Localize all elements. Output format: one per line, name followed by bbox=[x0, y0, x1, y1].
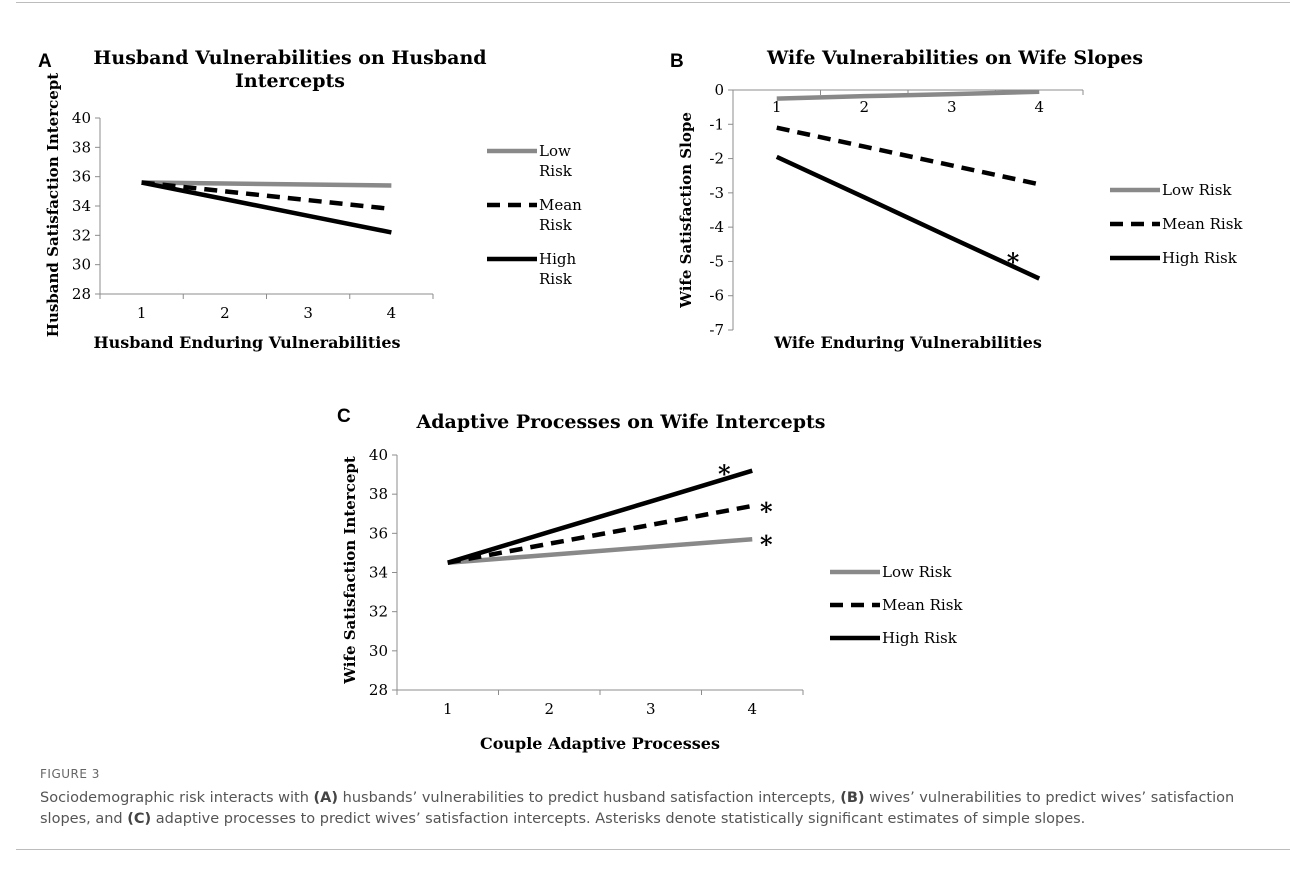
panel-b-chart: B Wife Vulnerabilities on Wife Slopes Wi… bbox=[670, 47, 1243, 352]
y-tick-label: 36 bbox=[72, 168, 91, 186]
panel-c-y-axis-label: Wife Satisfaction Intercept bbox=[341, 456, 359, 685]
y-tick-label: 34 bbox=[72, 197, 91, 215]
panel-a-series bbox=[141, 180, 392, 235]
panel-letter-b: B bbox=[670, 51, 684, 72]
series-line-high-risk bbox=[141, 180, 392, 235]
legend-label: Mean Risk bbox=[882, 596, 963, 614]
figure-caption: Sociodemographic risk interacts with (A)… bbox=[40, 788, 1270, 830]
significance-asterisk: * bbox=[718, 460, 731, 489]
x-tick-label: 1 bbox=[443, 700, 453, 718]
y-tick-label: -3 bbox=[709, 184, 724, 202]
y-tick-label: 38 bbox=[369, 485, 388, 503]
significance-asterisk: * bbox=[1007, 247, 1020, 276]
y-tick-label: -6 bbox=[709, 287, 724, 305]
series-line-mean-risk bbox=[447, 503, 753, 565]
series-line-low-risk bbox=[447, 536, 753, 565]
x-tick-label: 3 bbox=[303, 304, 313, 322]
y-tick-label: -7 bbox=[709, 321, 724, 339]
y-tick-label: 38 bbox=[72, 138, 91, 156]
y-tick-label: 36 bbox=[369, 524, 388, 542]
panel-b-x-axis-label: Wife Enduring Vulnerabilities bbox=[773, 333, 1042, 352]
x-tick-label: 3 bbox=[646, 700, 656, 718]
y-tick-label: 34 bbox=[369, 564, 388, 582]
x-tick-label: 4 bbox=[387, 304, 397, 322]
top-border bbox=[16, 2, 1290, 3]
series-line-mean-risk bbox=[776, 125, 1040, 187]
x-tick-label: 2 bbox=[859, 98, 869, 116]
panel-c-series: * * * bbox=[447, 460, 773, 565]
panel-a-x-axis-label: Husband Enduring Vulnerabilities bbox=[93, 333, 400, 352]
caption-text-3: wives’ vulnerabilities to predict wives’… bbox=[40, 790, 1235, 827]
panel-b-series: * bbox=[775, 89, 1041, 281]
y-tick-label: 30 bbox=[369, 642, 388, 660]
figure-label: FIGURE 3 bbox=[40, 767, 100, 781]
legend-label: Risk bbox=[539, 162, 573, 180]
caption-ref-b: (B) bbox=[840, 790, 865, 806]
caption-text-1: Sociodemographic risk interacts with bbox=[40, 790, 314, 806]
y-tick-label: 28 bbox=[369, 681, 388, 699]
x-tick-label: 4 bbox=[747, 700, 757, 718]
caption-text-2: husbands’ vulnerabilities to predict hus… bbox=[338, 790, 841, 806]
panel-b-y-axis-label: Wife Satisfaction Slope bbox=[677, 112, 695, 309]
y-tick-label: 40 bbox=[72, 109, 91, 127]
x-tick-label: 2 bbox=[544, 700, 554, 718]
legend-label: High Risk bbox=[1162, 249, 1238, 267]
legend-label: Low bbox=[539, 142, 571, 160]
panel-b-legend: Low Risk Mean Risk High Risk bbox=[1110, 181, 1243, 267]
legend-label: Low Risk bbox=[1162, 181, 1232, 199]
legend-label: Risk bbox=[539, 216, 573, 234]
caption-ref-c: (C) bbox=[127, 811, 152, 827]
legend-label: Mean Risk bbox=[1162, 215, 1243, 233]
y-tick-label: 32 bbox=[72, 226, 91, 244]
panel-c-x-axis-label: Couple Adaptive Processes bbox=[480, 734, 720, 753]
panel-c-chart: C Adaptive Processes on Wife Intercepts … bbox=[337, 406, 963, 753]
series-line-low-risk bbox=[141, 180, 392, 188]
panel-a-legend: Low Risk Mean Risk High Risk bbox=[487, 142, 582, 288]
significance-asterisk: * bbox=[760, 497, 773, 526]
x-tick-label: 2 bbox=[220, 304, 230, 322]
panel-a-y-axis-label: Husband Satisfaction Intercept bbox=[44, 73, 62, 337]
bottom-border bbox=[16, 849, 1290, 850]
legend-label: Low Risk bbox=[882, 563, 952, 581]
x-tick-label: 3 bbox=[947, 98, 957, 116]
y-tick-label: 28 bbox=[72, 285, 91, 303]
legend-label: Risk bbox=[539, 270, 573, 288]
x-tick-label: 4 bbox=[1034, 98, 1044, 116]
panel-a-title-line-2: Intercepts bbox=[235, 70, 345, 92]
y-tick-label: 40 bbox=[369, 446, 388, 464]
figure-canvas: A Husband Vulnerabilities on Husband Int… bbox=[38, 47, 1243, 753]
panel-a-chart: A Husband Vulnerabilities on Husband Int… bbox=[38, 47, 582, 352]
y-tick-label: 0 bbox=[714, 81, 724, 99]
series-line-high-risk bbox=[775, 154, 1041, 281]
y-tick-label: -2 bbox=[709, 150, 724, 168]
y-tick-label: -4 bbox=[709, 218, 724, 236]
y-tick-label: 30 bbox=[72, 256, 91, 274]
series-line-high-risk bbox=[447, 468, 753, 565]
panel-a-title-line-1: Husband Vulnerabilities on Husband bbox=[93, 47, 486, 69]
significance-asterisk: * bbox=[760, 530, 773, 559]
series-line-low-risk bbox=[776, 89, 1040, 101]
y-tick-label: -5 bbox=[709, 252, 724, 270]
panel-c-legend: Low Risk Mean Risk High Risk bbox=[830, 563, 963, 647]
x-tick-label: 1 bbox=[772, 98, 782, 116]
panel-b-title: Wife Vulnerabilities on Wife Slopes bbox=[766, 47, 1143, 69]
legend-label: High bbox=[539, 250, 576, 268]
x-tick-label: 1 bbox=[137, 304, 147, 322]
caption-text-4: adaptive processes to predict wives’ sat… bbox=[151, 811, 1086, 827]
legend-label: High Risk bbox=[882, 629, 958, 647]
legend-label: Mean bbox=[539, 196, 582, 214]
panel-c-title: Adaptive Processes on Wife Intercepts bbox=[416, 411, 826, 433]
panel-letter-a: A bbox=[38, 51, 52, 72]
caption-ref-a: (A) bbox=[313, 790, 339, 806]
y-tick-label: -1 bbox=[709, 115, 724, 133]
y-tick-label: 32 bbox=[369, 603, 388, 621]
panel-letter-c: C bbox=[337, 406, 351, 427]
